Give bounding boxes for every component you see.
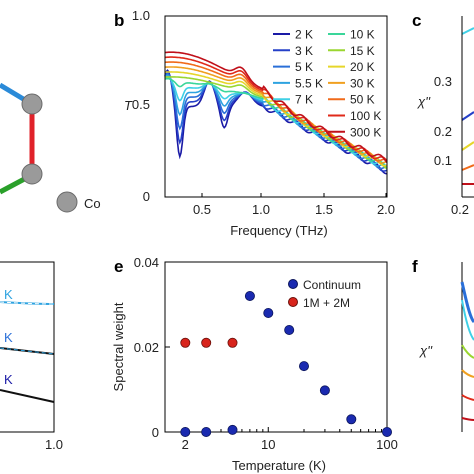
panel-letter-b: b bbox=[114, 11, 124, 30]
chi-curve bbox=[461, 417, 474, 421]
panel-f: f χ'' bbox=[412, 257, 474, 432]
continuum-point bbox=[201, 426, 212, 437]
y-tick: 0.02 bbox=[134, 340, 159, 355]
x-tick: 1.0 bbox=[45, 437, 63, 452]
panel-letter-e: e bbox=[114, 257, 123, 276]
legend-label: 300 K bbox=[350, 125, 381, 139]
curve-label: K bbox=[4, 330, 13, 345]
legend-label: 2 K bbox=[295, 28, 313, 42]
x-tick: 1.5 bbox=[315, 202, 333, 217]
transmission-curve bbox=[164, 56, 388, 162]
continuum-point bbox=[319, 385, 330, 396]
legend: 2 K 3 K 5 K 5.5 K 7 K 10 K 15 K 20 K 30 K 50 K 100… bbox=[273, 28, 381, 139]
legend-label: 5.5 K bbox=[295, 76, 323, 90]
x-tick: 1.0 bbox=[252, 202, 270, 217]
atom-label: Co bbox=[84, 196, 101, 211]
continuum-point bbox=[381, 426, 392, 437]
data-points bbox=[180, 290, 392, 437]
legend-label: 20 K bbox=[350, 60, 375, 74]
x-tick: 0.2 bbox=[451, 202, 469, 217]
legend-marker-modes bbox=[288, 297, 298, 307]
chi-curve bbox=[461, 394, 474, 401]
continuum-point bbox=[263, 307, 274, 318]
y-axis-label: χ'' bbox=[419, 343, 433, 358]
panel-letter-f: f bbox=[412, 257, 418, 276]
continuum-point bbox=[227, 424, 238, 435]
legend-label: 10 K bbox=[350, 28, 375, 42]
panel-a: Co bbox=[0, 82, 101, 213]
co-atom-legend bbox=[56, 191, 78, 213]
y-tick: 0.1 bbox=[434, 153, 452, 168]
legend-label-modes: 1M + 2M bbox=[303, 296, 350, 310]
legend-label: 7 K bbox=[295, 93, 313, 107]
continuum-point bbox=[244, 290, 255, 301]
y-tick: 1.0 bbox=[132, 8, 150, 23]
x-axis-label: Frequency (THz) bbox=[230, 223, 328, 238]
chi-curve bbox=[461, 369, 474, 378]
chi-curve bbox=[461, 164, 474, 171]
curve-label: K bbox=[4, 372, 13, 387]
transmission-curve bbox=[164, 77, 388, 170]
co-atom bbox=[21, 93, 43, 115]
legend-label: 100 K bbox=[350, 109, 381, 123]
plot-frame bbox=[0, 261, 55, 433]
mode-point bbox=[227, 337, 238, 348]
chi-curve bbox=[461, 141, 474, 151]
legend: Continuum 1M + 2M bbox=[288, 278, 361, 310]
continuum-point bbox=[180, 426, 191, 437]
x-tick: 2.0 bbox=[377, 202, 395, 217]
fit-dash bbox=[0, 301, 55, 305]
panel-b: b 1.0 0.5 0 T 0.5 1.0 1.5 2.0 Frequency … bbox=[114, 8, 395, 238]
legend-label: 5 K bbox=[295, 60, 313, 74]
y-tick: 0 bbox=[152, 425, 159, 440]
mode-point bbox=[180, 337, 191, 348]
x-tick: 0.5 bbox=[193, 202, 211, 217]
panel-letter-c: c bbox=[412, 11, 421, 30]
y-tick: 0.5 bbox=[132, 97, 150, 112]
legend-marker-continuum bbox=[288, 279, 298, 289]
legend-label: 50 K bbox=[350, 93, 375, 107]
x-axis-label: Temperature (K) bbox=[232, 458, 326, 473]
chi-curve bbox=[460, 281, 474, 324]
panel-d: K K K 1.0 bbox=[0, 261, 63, 452]
y-tick: 0.3 bbox=[434, 74, 452, 89]
continuum-point bbox=[284, 324, 295, 335]
y-axis-label: χ'' bbox=[417, 94, 431, 109]
y-axis-label: Spectral weight bbox=[111, 302, 126, 391]
fit-curve bbox=[0, 389, 55, 403]
mode-point bbox=[201, 337, 212, 348]
x-tick: 10 bbox=[261, 437, 275, 452]
continuum-point bbox=[346, 414, 357, 425]
y-axis-label: T bbox=[124, 98, 133, 113]
chi-curve bbox=[461, 344, 474, 359]
y-tick: 0.2 bbox=[434, 124, 452, 139]
curve-label: K bbox=[4, 287, 13, 302]
continuum-point bbox=[298, 361, 309, 372]
chi-curve bbox=[461, 27, 474, 35]
transmission-curves bbox=[164, 51, 388, 175]
plot-frame bbox=[164, 15, 388, 198]
axis-ticks: 2 10 100 0 0.02 0.04 bbox=[134, 255, 398, 452]
y-tick: 0 bbox=[143, 189, 150, 204]
chi-curve bbox=[461, 299, 474, 341]
transmission-curve bbox=[164, 51, 388, 163]
panel-e: e 2 10 100 0 0.02 0.04 Spectral weight Temper… bbox=[111, 255, 398, 473]
fit-dash bbox=[0, 347, 55, 355]
x-tick: 2 bbox=[182, 437, 189, 452]
co-atom bbox=[21, 163, 43, 185]
legend-label-continuum: Continuum bbox=[303, 278, 361, 292]
x-tick: 100 bbox=[376, 437, 398, 452]
chi-curve bbox=[461, 111, 474, 121]
y-tick: 0.04 bbox=[134, 255, 159, 270]
legend-label: 3 K bbox=[295, 44, 313, 58]
legend-label: 30 K bbox=[350, 76, 375, 90]
legend-label: 15 K bbox=[350, 44, 375, 58]
panel-c: c 0.3 0.2 0.1 χ'' 0.2 bbox=[412, 11, 474, 217]
